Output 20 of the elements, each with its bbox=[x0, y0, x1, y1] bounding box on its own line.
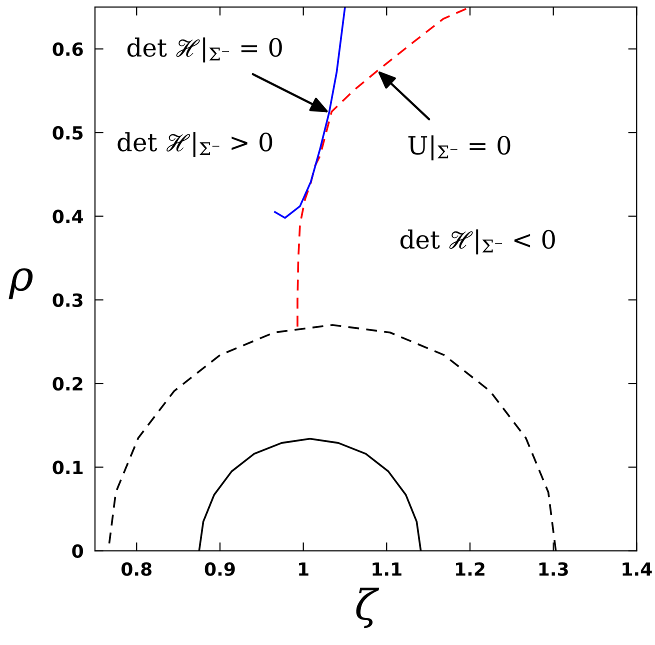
y-tick-label: 0 bbox=[72, 544, 83, 558]
x-tick-label: 1.1 bbox=[372, 562, 402, 576]
annotation: det ℋ|$_{Σ⁻}$ > 0 bbox=[118, 132, 272, 158]
annotation: det ℋ|$_{Σ⁻}$ = 0 bbox=[127, 37, 282, 62]
y-tick-label: 0.6 bbox=[52, 42, 83, 56]
annotation: U|$_{Σ⁻}$ = 0 bbox=[408, 135, 510, 160]
y-axis-title: ρ bbox=[8, 268, 33, 300]
x-tick-label: 1.3 bbox=[539, 562, 568, 576]
y-tick-label: 0.3 bbox=[52, 293, 82, 307]
y-tick-label: 0.2 bbox=[52, 376, 82, 391]
x-tick-label: 0.8 bbox=[122, 562, 152, 576]
x-tick-label: 0.9 bbox=[204, 562, 235, 576]
annotation: det ℋ|$_{Σ⁻}$ < 0 bbox=[400, 229, 555, 254]
y-tick-label: 0.4 bbox=[52, 210, 84, 224]
x-tick-label: 1.2 bbox=[456, 562, 484, 576]
x-tick-label: 1.4 bbox=[622, 562, 652, 576]
x-tick-label: 1 bbox=[299, 562, 308, 576]
x-axis-title: ζ bbox=[356, 588, 380, 628]
y-tick-label: 0.5 bbox=[52, 126, 83, 140]
y-tick-label: 0.1 bbox=[52, 460, 83, 474]
